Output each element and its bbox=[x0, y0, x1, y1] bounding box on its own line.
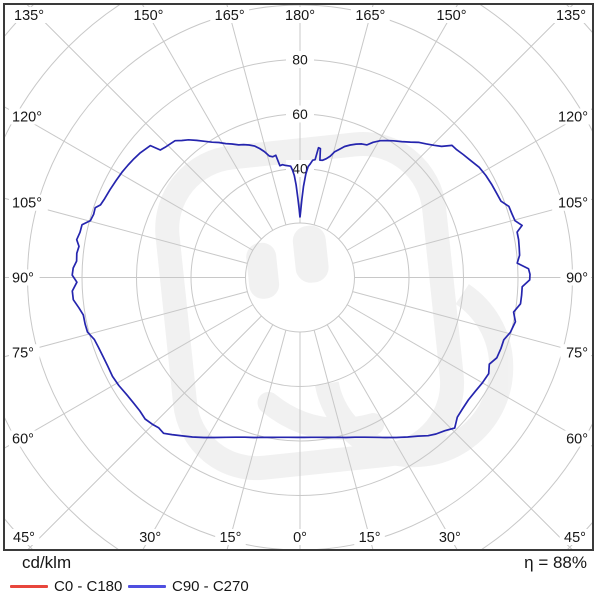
grid-spoke bbox=[346, 304, 592, 447]
legend-label-c90-c270: C90 - C270 bbox=[172, 577, 249, 595]
grid-spoke bbox=[338, 315, 573, 549]
efficiency-value: η = 88% bbox=[524, 553, 587, 572]
angle-label: 135° bbox=[14, 8, 44, 24]
angle-label-bg bbox=[552, 194, 591, 211]
radial-tick-label: 40 bbox=[292, 161, 308, 177]
grid-spoke bbox=[352, 198, 592, 264]
angle-label-bg bbox=[8, 529, 40, 545]
angle-label: 15° bbox=[219, 530, 241, 546]
angle-label-bg bbox=[551, 7, 591, 23]
grid-spoke bbox=[326, 5, 458, 231]
watermark-pillar bbox=[246, 242, 280, 299]
watermark-pillar bbox=[292, 225, 329, 283]
grid-spoke bbox=[226, 5, 287, 225]
angle-label-bg bbox=[134, 529, 166, 545]
angle-label: 120° bbox=[558, 109, 588, 125]
radial-tick-bg bbox=[286, 51, 314, 68]
grid-spoke bbox=[5, 291, 248, 358]
angle-label: 165° bbox=[355, 8, 385, 24]
grid-spoke bbox=[5, 106, 254, 251]
angle-label: 75° bbox=[566, 345, 588, 361]
legend-item-c0-c180: C0 - C180 bbox=[10, 576, 122, 596]
angle-label: 105° bbox=[12, 196, 42, 212]
grid-spoke bbox=[313, 330, 374, 549]
angle-label: 150° bbox=[437, 8, 467, 24]
angle-label: 165° bbox=[215, 8, 245, 24]
radial-tick-label: 80 bbox=[292, 52, 308, 68]
angle-label: 105° bbox=[558, 196, 588, 212]
angle-label-bg bbox=[9, 7, 49, 23]
angle-label: 60° bbox=[566, 432, 588, 448]
angle-label-bg bbox=[434, 529, 466, 545]
radial-tick-label: 60 bbox=[292, 106, 308, 122]
angle-label-bg bbox=[354, 529, 385, 545]
legend: C0 - C180 C90 - C270 bbox=[0, 576, 600, 596]
angle-label: 180° bbox=[285, 8, 315, 24]
angle-label-bg bbox=[280, 7, 320, 23]
angle-label: 120° bbox=[12, 109, 42, 125]
angle-label: 135° bbox=[556, 8, 586, 24]
angle-label: 45° bbox=[564, 530, 586, 546]
grid-spoke bbox=[27, 315, 262, 549]
angle-label-bg bbox=[215, 529, 246, 545]
grid-spoke bbox=[142, 5, 274, 231]
grid-spoke bbox=[338, 5, 574, 240]
curve-c90-c270 bbox=[71, 138, 531, 439]
radial-tick-bg bbox=[286, 105, 314, 123]
angle-label-bg bbox=[9, 344, 40, 361]
angle-label-bg bbox=[288, 529, 312, 545]
grid-spoke bbox=[352, 291, 592, 357]
units-label: cd/klm bbox=[22, 553, 72, 572]
grid-spoke bbox=[226, 330, 287, 549]
grid-spoke bbox=[5, 304, 254, 449]
angle-label-bg bbox=[560, 430, 591, 447]
watermark-logo bbox=[155, 132, 514, 481]
angle-label-bg bbox=[552, 108, 591, 125]
watermark-curl bbox=[315, 284, 514, 468]
angle-label: 0° bbox=[293, 530, 307, 546]
angle-label-bg bbox=[432, 7, 471, 23]
angle-label-bg bbox=[350, 7, 390, 23]
grid-spoke bbox=[326, 324, 458, 549]
grid-spoke bbox=[26, 5, 262, 240]
grid-spoke bbox=[346, 108, 592, 251]
angle-label: 90° bbox=[566, 271, 588, 287]
watermark-outline bbox=[155, 132, 465, 481]
angle-label-bg bbox=[559, 529, 591, 545]
angle-label-bg bbox=[560, 269, 591, 286]
angle-label: 30° bbox=[139, 530, 161, 546]
angle-label-bg bbox=[9, 194, 48, 211]
angle-labels: 0° 180° 15° 30° 45° 60° 75° 90° 105° 120° 135° 150°… bbox=[8, 7, 591, 546]
legend-line-red bbox=[10, 584, 48, 588]
angle-label-bg bbox=[9, 430, 40, 447]
legend-item-c90-c270: C90 - C270 bbox=[128, 576, 249, 596]
angle-label: 75° bbox=[12, 345, 34, 361]
angle-label-bg bbox=[129, 7, 168, 23]
angle-label-bg bbox=[560, 344, 591, 361]
legend-label-c0-c180: C0 - C180 bbox=[54, 577, 123, 595]
angle-label-bg bbox=[9, 108, 48, 125]
angle-label: 150° bbox=[133, 8, 163, 24]
angle-label: 15° bbox=[359, 530, 381, 546]
angle-label: 60° bbox=[12, 432, 34, 448]
plot-frame bbox=[3, 3, 594, 551]
watermark-tail bbox=[257, 391, 385, 440]
legend-line-blue bbox=[128, 584, 166, 588]
grid-spoke bbox=[5, 197, 248, 264]
grid-spoke bbox=[313, 5, 374, 225]
angle-label-bg bbox=[210, 7, 250, 23]
angle-label: 90° bbox=[12, 271, 34, 287]
angle-label: 45° bbox=[13, 530, 35, 546]
angle-label-bg bbox=[9, 269, 40, 286]
grid-spoke bbox=[142, 324, 274, 549]
angle-label: 30° bbox=[439, 530, 461, 546]
